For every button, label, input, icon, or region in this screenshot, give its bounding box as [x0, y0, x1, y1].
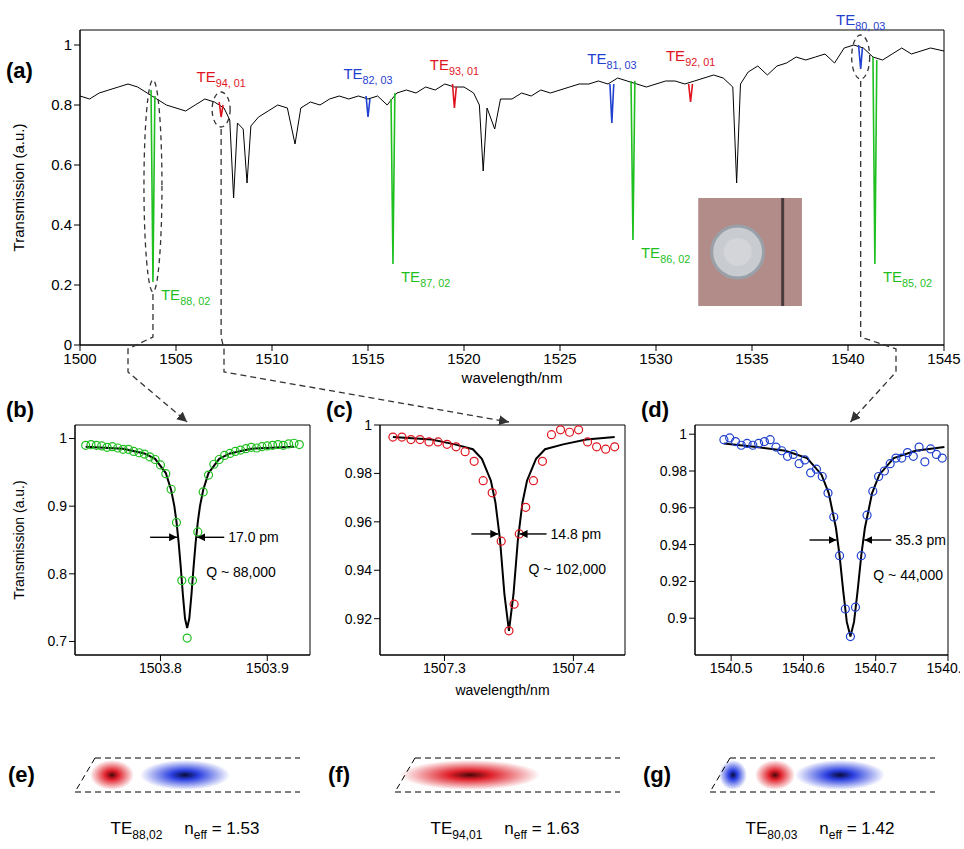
- svg-text:1525: 1525: [543, 350, 576, 367]
- svg-text:0.6: 0.6: [51, 156, 72, 173]
- svg-text:1535: 1535: [735, 350, 768, 367]
- svg-text:0.98: 0.98: [345, 465, 372, 481]
- svg-text:(c): (c): [326, 397, 353, 422]
- svg-text:Transmission (a.u.): Transmission (a.u.): [10, 124, 27, 252]
- svg-text:1507.3: 1507.3: [423, 660, 466, 676]
- svg-text:1515: 1515: [351, 350, 384, 367]
- svg-text:1510: 1510: [255, 350, 288, 367]
- svg-text:(e): (e): [8, 762, 35, 787]
- svg-text:0.4: 0.4: [51, 216, 72, 233]
- svg-text:1505: 1505: [159, 350, 192, 367]
- svg-text:TE92, 01: TE92, 01: [666, 47, 715, 68]
- svg-text:TE88,02neff = 1.53: TE88,02neff = 1.53: [111, 819, 260, 842]
- svg-text:0.7: 0.7: [48, 633, 68, 649]
- svg-text:0: 0: [64, 336, 72, 353]
- svg-text:TE86, 02: TE86, 02: [641, 244, 690, 265]
- svg-text:1507.4: 1507.4: [552, 660, 595, 676]
- svg-text:0.96: 0.96: [345, 514, 372, 530]
- svg-text:1: 1: [679, 426, 687, 442]
- svg-text:TE88, 02: TE88, 02: [161, 286, 210, 307]
- svg-text:17.0 pm: 17.0 pm: [228, 529, 279, 545]
- svg-text:1540.5: 1540.5: [710, 660, 753, 676]
- svg-text:TE81, 03: TE81, 03: [587, 50, 636, 71]
- svg-text:(f): (f): [328, 762, 350, 787]
- svg-text:Q ~ 102,000: Q ~ 102,000: [529, 561, 607, 577]
- svg-text:TE80,03neff = 1.42: TE80,03neff = 1.42: [746, 819, 895, 842]
- svg-text:1520: 1520: [447, 350, 480, 367]
- svg-text:1540.7: 1540.7: [854, 660, 897, 676]
- svg-text:0.94: 0.94: [660, 537, 687, 553]
- svg-text:0.94: 0.94: [345, 562, 372, 578]
- svg-text:0.8: 0.8: [48, 566, 68, 582]
- svg-text:0.92: 0.92: [345, 611, 372, 627]
- svg-text:0.9: 0.9: [668, 610, 688, 626]
- svg-text:1: 1: [59, 430, 67, 446]
- svg-text:(b): (b): [6, 397, 34, 422]
- svg-text:0.92: 0.92: [660, 573, 687, 589]
- svg-text:wavelength/nm: wavelength/nm: [461, 369, 563, 386]
- svg-text:(d): (d): [641, 397, 669, 422]
- svg-text:14.8 pm: 14.8 pm: [551, 526, 602, 542]
- svg-text:TE85, 02: TE85, 02: [883, 268, 932, 289]
- svg-text:1503.9: 1503.9: [246, 660, 289, 676]
- svg-text:1503.8: 1503.8: [139, 660, 182, 676]
- svg-text:TE80, 03: TE80, 03: [836, 11, 885, 32]
- svg-text:1500: 1500: [63, 349, 97, 367]
- svg-text:TE94,01neff = 1.63: TE94,01neff = 1.63: [431, 819, 580, 842]
- svg-text:1540.8: 1540.8: [927, 660, 960, 676]
- svg-text:1545: 1545: [927, 350, 960, 367]
- svg-text:TE87, 02: TE87, 02: [401, 268, 450, 289]
- svg-text:wavelength/nm: wavelength/nm: [454, 682, 549, 698]
- svg-text:Q ~ 88,000: Q ~ 88,000: [206, 564, 276, 580]
- svg-text:1: 1: [364, 417, 372, 433]
- svg-text:1: 1: [64, 36, 72, 53]
- svg-text:1530: 1530: [639, 350, 672, 367]
- svg-text:Q ~ 44,000: Q ~ 44,000: [873, 567, 943, 583]
- svg-text:0.96: 0.96: [660, 500, 687, 516]
- svg-text:0.98: 0.98: [660, 463, 687, 479]
- svg-text:0.2: 0.2: [51, 276, 72, 293]
- svg-text:1540.6: 1540.6: [782, 660, 825, 676]
- svg-text:0.8: 0.8: [51, 96, 72, 113]
- svg-text:(a): (a): [6, 58, 33, 83]
- svg-text:(g): (g): [643, 762, 671, 787]
- svg-text:TE82, 03: TE82, 03: [343, 65, 392, 86]
- svg-text:TE94, 01: TE94, 01: [197, 68, 246, 89]
- svg-text:Transmission (a.u.): Transmission (a.u.): [11, 480, 27, 599]
- svg-text:35.3 pm: 35.3 pm: [895, 532, 946, 548]
- svg-text:1540: 1540: [831, 350, 864, 367]
- svg-text:0.9: 0.9: [48, 498, 68, 514]
- svg-text:TE93, 01: TE93, 01: [430, 56, 479, 77]
